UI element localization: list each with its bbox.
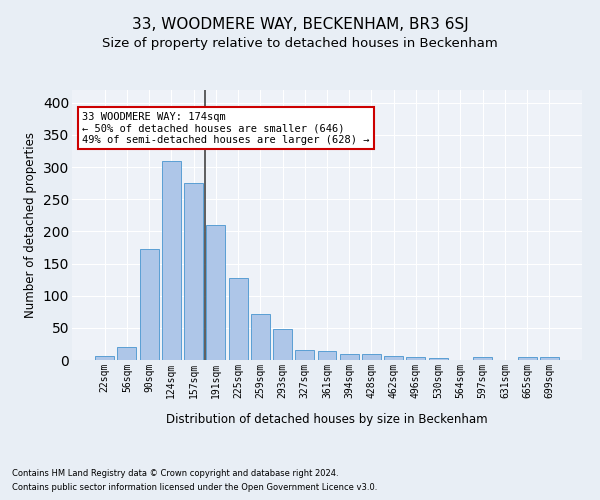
Text: 33 WOODMERE WAY: 174sqm
← 50% of detached houses are smaller (646)
49% of semi-d: 33 WOODMERE WAY: 174sqm ← 50% of detache… bbox=[82, 112, 370, 145]
Bar bbox=[340, 354, 359, 360]
Bar bbox=[362, 354, 381, 360]
Bar bbox=[384, 356, 403, 360]
Bar bbox=[429, 358, 448, 360]
Text: 33, WOODMERE WAY, BECKENHAM, BR3 6SJ: 33, WOODMERE WAY, BECKENHAM, BR3 6SJ bbox=[131, 18, 469, 32]
Bar bbox=[518, 358, 536, 360]
Bar bbox=[406, 357, 425, 360]
Bar bbox=[95, 356, 114, 360]
Bar bbox=[295, 350, 314, 360]
Bar bbox=[206, 225, 225, 360]
Bar bbox=[273, 328, 292, 360]
Bar bbox=[184, 183, 203, 360]
Text: Size of property relative to detached houses in Beckenham: Size of property relative to detached ho… bbox=[102, 38, 498, 51]
Bar bbox=[118, 346, 136, 360]
Bar bbox=[540, 357, 559, 360]
Bar bbox=[229, 278, 248, 360]
Text: Contains HM Land Registry data © Crown copyright and database right 2024.: Contains HM Land Registry data © Crown c… bbox=[12, 468, 338, 477]
Bar bbox=[317, 351, 337, 360]
Bar bbox=[473, 358, 492, 360]
Bar bbox=[162, 162, 181, 360]
Text: Contains public sector information licensed under the Open Government Licence v3: Contains public sector information licen… bbox=[12, 484, 377, 492]
Bar bbox=[251, 314, 270, 360]
Y-axis label: Number of detached properties: Number of detached properties bbox=[24, 132, 37, 318]
Text: Distribution of detached houses by size in Beckenham: Distribution of detached houses by size … bbox=[166, 412, 488, 426]
Bar bbox=[140, 249, 158, 360]
